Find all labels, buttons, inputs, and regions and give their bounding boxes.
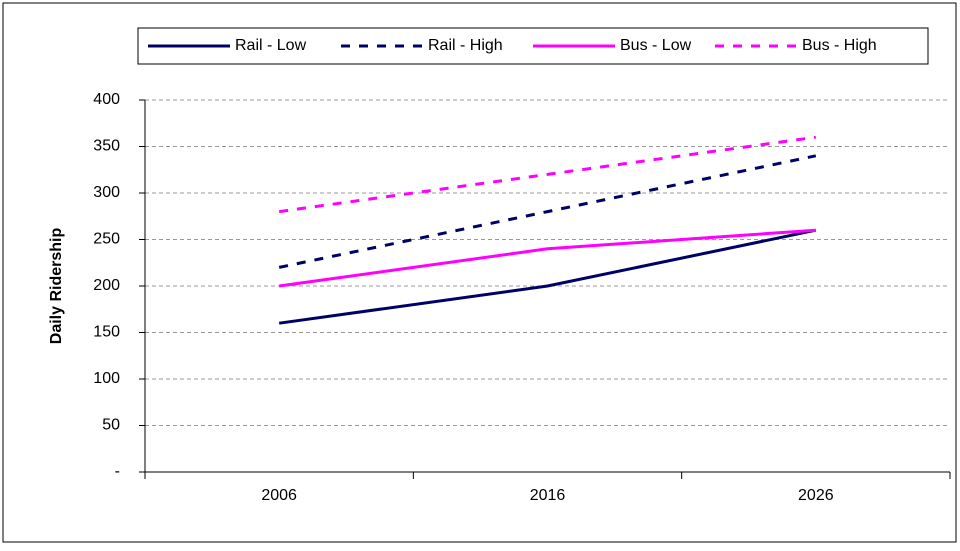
y-axis-label: Daily Ridership	[48, 228, 65, 345]
series-line	[278, 154, 817, 269]
legend-label: Bus - High	[802, 37, 877, 54]
y-tick-label: -	[115, 463, 120, 480]
y-tick-label: 250	[93, 231, 120, 248]
y-tick-label: 150	[93, 324, 120, 341]
x-tick-label: 2016	[530, 487, 566, 504]
y-tick-label: 50	[102, 417, 120, 434]
chart-border	[2, 2, 957, 543]
series-line	[278, 228, 816, 288]
series-line	[278, 135, 817, 214]
x-tick-label: 2006	[261, 487, 297, 504]
legend-label: Bus - Low	[620, 37, 692, 54]
y-tick-label: 300	[93, 184, 120, 201]
y-tick-label: 100	[93, 370, 120, 387]
x-tick-label: 2026	[798, 487, 834, 504]
series-line	[278, 228, 817, 325]
y-tick-label: 350	[93, 138, 120, 155]
y-tick-label: 200	[93, 277, 120, 294]
legend-label: Rail - Low	[235, 37, 307, 54]
y-tick-label: 400	[93, 91, 120, 108]
legend-label: Rail - High	[428, 37, 503, 54]
